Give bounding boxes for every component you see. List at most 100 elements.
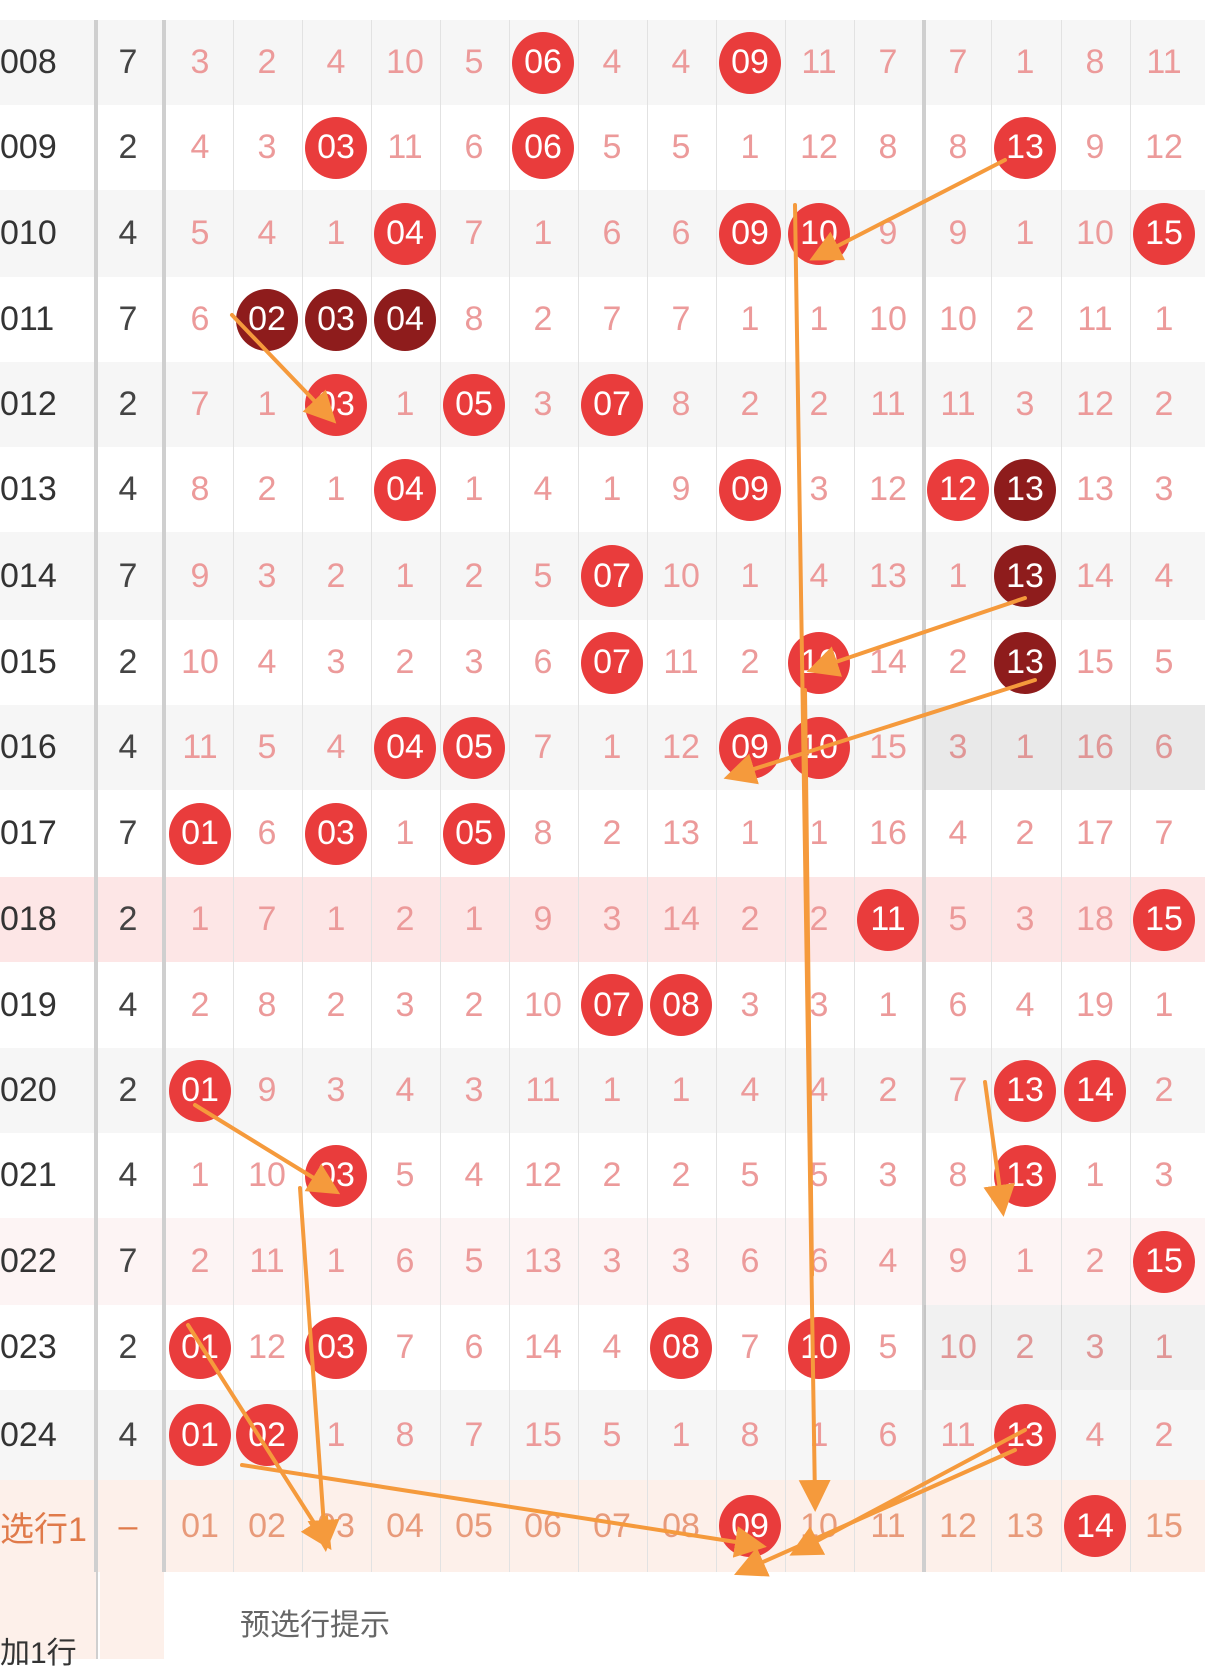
number-cell: 5 bbox=[190, 214, 210, 252]
number-cell: 3 bbox=[190, 43, 210, 81]
number-cell: 1 bbox=[809, 300, 829, 338]
red-ball: 08 bbox=[650, 1316, 712, 1379]
number-cell[interactable]: 03 bbox=[317, 1506, 355, 1545]
number-cell: 15 bbox=[1130, 190, 1198, 277]
table-row: 010 4 5 4 1 04 7 1 6 6 09 10 9 9 1 10 15 bbox=[0, 190, 1205, 277]
number-cell: 1 bbox=[948, 556, 968, 595]
number-cell: 11 bbox=[663, 643, 699, 681]
number-cell: 3 bbox=[602, 1242, 622, 1280]
number-cell: 9 bbox=[1085, 128, 1105, 166]
number-cell: 12 bbox=[524, 1156, 562, 1194]
number-cell: 6 bbox=[464, 128, 484, 166]
number-cell[interactable]: 12 bbox=[939, 1506, 977, 1545]
number-cell: 3 bbox=[257, 128, 277, 166]
number-cell: 2 bbox=[740, 385, 760, 423]
number-cell: 10 bbox=[785, 1305, 853, 1390]
number-cell: 06 bbox=[509, 105, 577, 190]
number-cell: 13 bbox=[869, 556, 907, 595]
number-cell: 8 bbox=[1085, 43, 1105, 81]
table-row: 014 7 9 3 2 1 2 5 07 10 1 4 13 1 13 14 4 bbox=[0, 532, 1205, 620]
number-cell: 2 bbox=[326, 556, 346, 595]
number-cell: 2 bbox=[809, 385, 829, 423]
number-cell: 8 bbox=[671, 385, 691, 423]
number-cell: 1 bbox=[878, 985, 898, 1024]
number-cell[interactable]: 05 bbox=[455, 1506, 493, 1545]
number-cell: 12 bbox=[662, 728, 700, 766]
number-cell: 10 bbox=[785, 620, 853, 705]
issue-number: 009 bbox=[0, 128, 57, 166]
number-cell: 13 bbox=[991, 620, 1059, 705]
number-cell: 2 bbox=[1015, 814, 1035, 852]
number-cell: 15 bbox=[1130, 877, 1198, 962]
number-cell[interactable]: 06 bbox=[524, 1506, 562, 1545]
red-ball: 15 bbox=[1133, 1230, 1195, 1293]
number-cell: 5 bbox=[740, 1156, 760, 1194]
number-cell: 11 bbox=[182, 728, 218, 766]
red-ball[interactable]: 14 bbox=[1064, 1495, 1126, 1557]
number-cell: 3 bbox=[464, 643, 484, 681]
number-cell: 15 bbox=[1130, 1218, 1198, 1305]
issue-number: 019 bbox=[0, 985, 57, 1024]
table-row: 018 2 1 7 1 2 1 9 3 14 2 2 11 5 3 18 15 bbox=[0, 877, 1205, 962]
number-cell: 03 bbox=[302, 277, 370, 362]
number-cell: 2 bbox=[1015, 300, 1035, 338]
number-cell[interactable]: 01 bbox=[181, 1506, 219, 1545]
sum-value: 4 bbox=[118, 214, 138, 252]
red-ball: 03 bbox=[305, 373, 367, 436]
number-cell: 2 bbox=[395, 900, 415, 938]
shaded-block bbox=[924, 1305, 1205, 1390]
number-cell: 13 bbox=[991, 532, 1059, 620]
number-cell: 2 bbox=[257, 470, 277, 508]
number-cell[interactable]: 02 bbox=[248, 1506, 286, 1545]
column-divider bbox=[1061, 20, 1062, 1572]
number-cell: 4 bbox=[1015, 985, 1035, 1024]
number-cell: 4 bbox=[395, 1071, 415, 1109]
number-cell: 12 bbox=[800, 128, 838, 166]
number-cell: 1 bbox=[326, 1242, 346, 1280]
number-cell: 4 bbox=[671, 43, 691, 81]
number-cell: 4 bbox=[602, 43, 622, 81]
number-cell[interactable]: 04 bbox=[386, 1506, 424, 1545]
preselect-hint-text: 预选行提示 bbox=[240, 1609, 390, 1642]
number-cell: 02 bbox=[233, 1390, 301, 1480]
number-cell[interactable]: 13 bbox=[1006, 1506, 1044, 1545]
number-cell: 5 bbox=[464, 43, 484, 81]
number-cell: 6 bbox=[190, 300, 210, 338]
red-ball[interactable]: 09 bbox=[719, 1495, 781, 1557]
number-cell: 3 bbox=[1015, 385, 1035, 423]
number-cell: 4 bbox=[1154, 556, 1174, 595]
number-cell[interactable]: 08 bbox=[662, 1506, 700, 1545]
number-cell: 9 bbox=[671, 470, 691, 508]
number-cell[interactable]: 10 bbox=[800, 1506, 838, 1545]
number-cell: 6 bbox=[948, 985, 968, 1024]
number-cell: 11 bbox=[801, 43, 837, 81]
number-cell: 1 bbox=[602, 1071, 622, 1109]
number-cell: 6 bbox=[464, 1328, 484, 1366]
red-ball: 15 bbox=[1133, 888, 1195, 951]
number-cell: 11 bbox=[870, 385, 906, 423]
red-ball: 03 bbox=[305, 1316, 367, 1379]
column-divider bbox=[302, 20, 303, 1572]
table-row: 019 4 2 8 2 3 2 10 07 08 3 3 1 6 4 19 1 bbox=[0, 962, 1205, 1048]
red-ball: 11 bbox=[857, 888, 919, 951]
number-cell: 5 bbox=[671, 128, 691, 166]
preselect-hint-row bbox=[164, 1572, 1205, 1659]
number-cell[interactable]: 07 bbox=[593, 1506, 631, 1545]
issue-number: 011 bbox=[0, 300, 55, 338]
sum-value: 2 bbox=[118, 128, 138, 166]
add-row-button[interactable]: 加1行 bbox=[0, 1637, 77, 1670]
issue-number: 018 bbox=[0, 900, 57, 938]
number-cell[interactable]: 15 bbox=[1145, 1506, 1183, 1545]
number-cell: 1 bbox=[740, 556, 760, 595]
red-ball: 04 bbox=[374, 716, 436, 779]
issue-number: 023 bbox=[0, 1328, 57, 1366]
table-row: 022 7 2 11 1 6 5 13 3 3 6 6 4 9 1 2 15 bbox=[0, 1218, 1205, 1305]
column-divider bbox=[854, 20, 855, 1572]
number-cell: 2 bbox=[1154, 1071, 1174, 1109]
column-divider bbox=[991, 20, 992, 1572]
number-cell: 11 bbox=[387, 128, 423, 166]
red-ball: 12 bbox=[927, 458, 989, 521]
number-cell: 09 bbox=[716, 20, 784, 105]
preselect-row: 选行1– 01 02 03 04 05 06 07 08 09 10 11 12 13 14 15 bbox=[0, 1480, 1205, 1572]
number-cell[interactable]: 11 bbox=[870, 1506, 906, 1545]
